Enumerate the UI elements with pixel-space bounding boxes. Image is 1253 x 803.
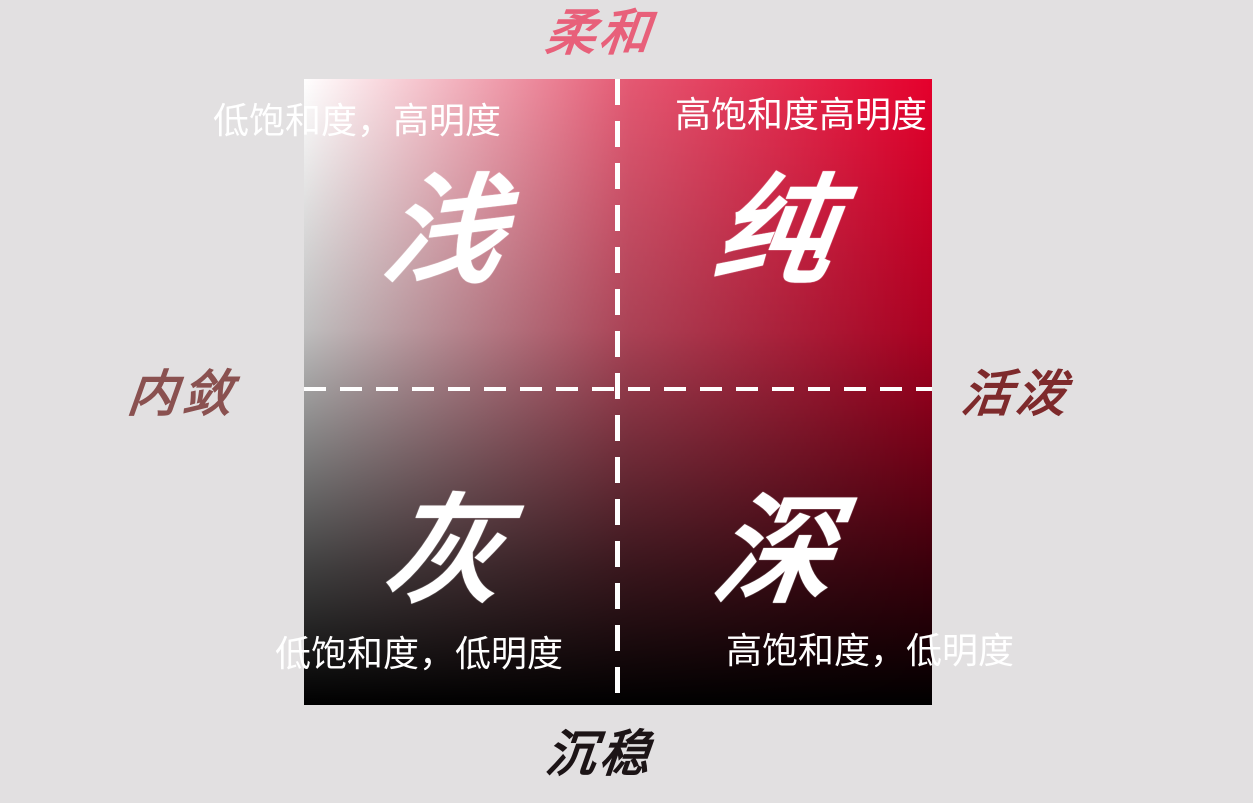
axis-label-bottom: 沉稳 <box>542 725 658 783</box>
quadrant-desc-top-left: 低饱和度，高明度 <box>213 101 502 142</box>
quadrant-char-bottom-right: 深 <box>706 482 844 620</box>
quadrant-char-top-right: 纯 <box>706 162 844 300</box>
axis-label-right: 活泼 <box>958 365 1074 423</box>
quadrant-desc-top-right: 高饱和度高明度 <box>675 95 928 136</box>
color-quadrant-square <box>304 79 932 705</box>
quadrant-desc-bottom-right: 高饱和度，低明度 <box>726 631 1015 672</box>
axis-label-left: 内敛 <box>124 365 240 423</box>
axis-label-top: 柔和 <box>542 4 658 62</box>
horizontal-dashed-divider <box>304 387 932 391</box>
quadrant-char-top-left: 浅 <box>376 162 514 300</box>
vertical-dashed-divider <box>615 79 620 705</box>
quadrant-char-bottom-left: 灰 <box>376 482 514 620</box>
quadrant-desc-bottom-left: 低饱和度，低明度 <box>275 634 564 675</box>
